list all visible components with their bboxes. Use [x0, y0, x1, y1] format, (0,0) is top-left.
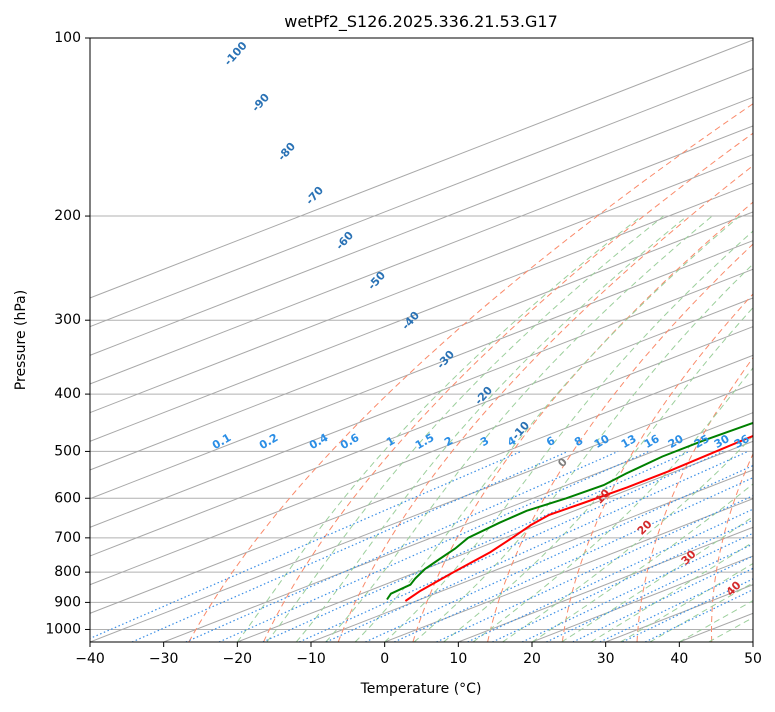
x-tick-label: −40 [75, 651, 105, 667]
y-tick-label: 600 [54, 490, 81, 506]
y-tick-label: 700 [54, 530, 81, 546]
x-axis-label: Temperature (°C) [360, 681, 482, 697]
x-tick-label: 0 [380, 651, 389, 667]
y-tick-label: 1000 [45, 621, 81, 637]
y-tick-label: 900 [54, 594, 81, 610]
x-tick-label: 30 [597, 651, 615, 667]
y-tick-label: 300 [54, 312, 81, 328]
x-tick-label: −30 [149, 651, 179, 667]
x-tick-label: 40 [670, 651, 688, 667]
y-tick-label: 800 [54, 564, 81, 580]
chart-title: wetPf2_S126.2025.336.21.53.G17 [284, 12, 558, 32]
x-tick-label: 10 [449, 651, 467, 667]
x-tick-label: −10 [296, 651, 326, 667]
x-tick-label: 20 [523, 651, 541, 667]
x-tick-label: −20 [223, 651, 253, 667]
y-tick-label: 400 [54, 386, 81, 402]
x-tick-label: 50 [744, 651, 762, 667]
y-axis-label: Pressure (hPa) [13, 290, 29, 390]
y-tick-label: 100 [54, 30, 81, 46]
y-tick-label: 200 [54, 208, 81, 224]
y-tick-label: 500 [54, 443, 81, 459]
